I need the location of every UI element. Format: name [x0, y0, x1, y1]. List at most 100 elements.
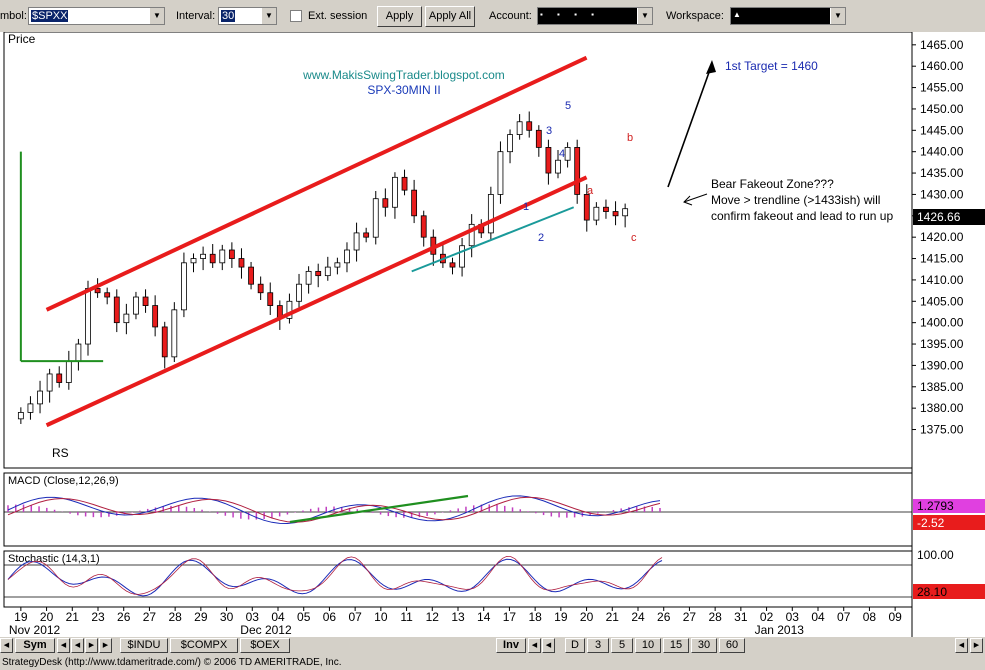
tab-interval-60[interactable]: 60 — [719, 638, 745, 653]
candle-up — [507, 134, 513, 153]
tab-interval-15[interactable]: 15 — [663, 638, 689, 653]
last-price-value: 1426.66 — [917, 210, 961, 224]
x-month-label: Nov 2012 — [9, 623, 61, 637]
target-arrow — [667, 63, 713, 188]
x-tick-label: 02 — [760, 610, 774, 624]
ext-session-label: Ext. session — [308, 10, 368, 22]
y-tick-label: 1450.00 — [920, 102, 964, 116]
tab-first-icon[interactable]: ◀ — [57, 638, 70, 653]
candle-up — [200, 253, 207, 259]
candle-down — [411, 189, 418, 217]
status-bar: StrategyDesk (http://www.tdameritrade.co… — [2, 657, 342, 668]
chevron-down-icon[interactable]: ▼ — [149, 8, 164, 24]
stochastic-panel — [3, 550, 913, 608]
candle-up — [296, 283, 302, 302]
signal-value-box — [913, 515, 985, 530]
interval-combo[interactable]: 30 ▼ — [218, 7, 277, 25]
chevron-down-icon[interactable]: ▼ — [830, 8, 845, 24]
chevron-down-icon[interactable]: ▼ — [637, 8, 652, 24]
workspace-combo[interactable]: ▲ ▼ — [730, 7, 846, 25]
last-price-box — [913, 209, 985, 225]
x-tick-label: 07 — [348, 610, 362, 624]
apply-button[interactable]: Apply — [377, 6, 422, 27]
tab-interval-d[interactable]: D — [565, 638, 585, 653]
candle-down — [152, 305, 159, 328]
x-tick-label: 06 — [323, 610, 337, 624]
tab-inv[interactable]: Inv — [496, 638, 526, 653]
tab-interval-5[interactable]: 5 — [611, 638, 633, 653]
tab-interval-30[interactable]: 30 — [691, 638, 717, 653]
candle-down — [612, 211, 619, 217]
tab-interval-10[interactable]: 10 — [635, 638, 661, 653]
apply-all-button[interactable]: Apply All — [425, 6, 475, 27]
tab-last-icon[interactable]: ▶ — [99, 638, 112, 653]
x-tick-label: 20 — [580, 610, 594, 624]
x-tick-label: 10 — [374, 610, 388, 624]
candle-down — [161, 326, 168, 358]
x-tick-label: 09 — [888, 610, 902, 624]
candle-down — [382, 198, 389, 208]
candle-up — [516, 121, 523, 135]
account-combo[interactable]: ▪ ▪ ▪ ▪ ▼ — [537, 7, 653, 25]
x-tick-label: 27 — [683, 610, 697, 624]
x-tick-label: 28 — [168, 610, 182, 624]
candle-up — [392, 176, 398, 208]
price-panel — [3, 32, 913, 469]
tab-indu[interactable]: $INDU — [120, 638, 168, 653]
price-y-axis: 1465.00 1460.00 1455.00 1450.00 1445.00 1440.… — [912, 38, 964, 437]
trendline-lower-channel — [45, 175, 588, 428]
workspace-label: Workspace: — [666, 10, 724, 22]
candle-down — [526, 121, 533, 131]
account-label: Account: — [489, 10, 532, 22]
x-tick-label: 28 — [708, 610, 722, 624]
pointer-arrow-icon — [683, 195, 693, 206]
candle-up — [459, 245, 465, 268]
candle-up — [123, 313, 130, 324]
toolbar: mbol: $SPXX ▼ Interval: 30 ▼ Ext. sessio… — [0, 0, 985, 32]
chevron-down-icon[interactable]: ▼ — [261, 8, 276, 24]
tab-bar: ◀ Sym ◀ ◀ ▶ ▶ $INDU $COMPX $OEX Inv ◀ ◀ … — [0, 637, 985, 655]
tab-oex[interactable]: $OEX — [240, 638, 290, 653]
candle-down — [583, 194, 590, 221]
stochastic-value-box — [913, 584, 985, 599]
macd-line — [7, 495, 661, 525]
y-tick-label: 1405.00 — [920, 294, 964, 308]
candle-down — [603, 206, 609, 212]
x-tick-label: 08 — [863, 610, 877, 624]
trendlines — [19, 55, 588, 428]
x-tick-label: 14 — [477, 610, 491, 624]
wave-label-4: 4 — [559, 148, 565, 160]
stochastic-value: 28.10 — [917, 585, 947, 599]
symbol-combo[interactable]: $SPXX ▼ — [28, 7, 165, 25]
x-tick-label: 04 — [811, 610, 825, 624]
tab-compx[interactable]: $COMPX — [170, 638, 238, 653]
ext-session-checkbox[interactable] — [290, 10, 302, 22]
tab-prev-icon[interactable]: ◀ — [71, 638, 84, 653]
tab-scroll-right-icon[interactable]: ▶ — [970, 638, 983, 653]
y-tick-label: 1455.00 — [920, 81, 964, 95]
candle-down — [94, 288, 101, 294]
tab-prev-icon[interactable]: ◀ — [542, 638, 555, 653]
interval-value: 30 — [221, 10, 236, 22]
candle-up — [286, 300, 293, 319]
candle-down — [535, 129, 542, 148]
tab-interval-3[interactable]: 3 — [587, 638, 609, 653]
tab-scroll-left-icon[interactable]: ◀ — [955, 638, 968, 653]
wave-label-a: a — [587, 185, 594, 197]
y-tick-label: 1390.00 — [920, 358, 964, 372]
macd-signal-line — [7, 496, 661, 523]
candle-up — [305, 270, 312, 285]
tab-scroll-left-icon[interactable]: ◀ — [0, 638, 13, 653]
stochastic-panel-label: Stochastic (14,3,1) — [8, 553, 100, 565]
candle-down — [363, 232, 370, 238]
x-tick-label: 21 — [66, 610, 80, 624]
tab-next-icon[interactable]: ▶ — [85, 638, 98, 653]
stochastic-k-line — [7, 558, 663, 597]
bear-zone-annotation: Bear Fakeout Zone??? — [711, 177, 834, 191]
candle-up — [171, 309, 178, 358]
tab-sym[interactable]: Sym — [15, 638, 55, 653]
tab-first-icon[interactable]: ◀ — [528, 638, 541, 653]
candle-down — [56, 373, 63, 383]
chart-area[interactable]: 1465.00 1460.00 1455.00 1450.00 1445.00 1440.… — [0, 32, 985, 637]
x-tick-label: 24 — [631, 610, 645, 624]
